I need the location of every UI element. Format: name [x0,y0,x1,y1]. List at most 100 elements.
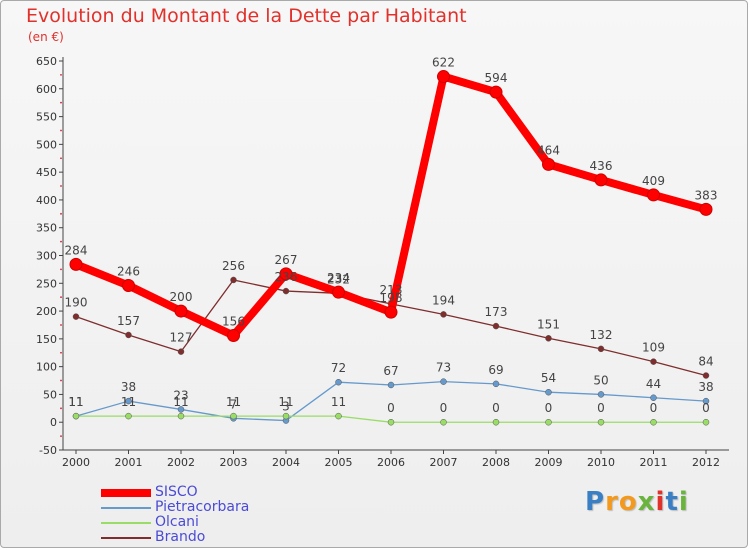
data-label-brando: 236 [275,270,298,284]
y-tick-label: 250 [36,277,57,290]
data-point-brando [440,311,447,318]
logo-letter: x [637,487,656,517]
data-point-olcani [545,418,552,426]
y-minor-tick [60,324,62,326]
y-minor-tick [60,296,62,299]
chart-unit-label: (en €) [28,30,64,44]
data-point-pietracorbara [492,380,500,388]
data-point-olcani [125,412,132,420]
x-tick-label: 2009 [535,456,563,469]
data-label-brando: 132 [590,328,613,342]
data-point-olcani [72,412,80,420]
data-point-olcani [597,418,605,426]
data-label-olcani: 0 [387,401,395,415]
y-minor-tick [60,240,62,243]
data-label-brando: 213 [380,283,403,297]
data-point-brando [177,348,185,355]
data-point-sisco [647,188,660,202]
data-label-olcani: 0 [545,401,553,415]
data-point-sisco [174,304,188,318]
logo-letter: i [678,487,689,517]
data-point-olcani [492,418,500,426]
data-point-sisco [437,70,450,84]
data-point-sisco [332,285,345,299]
data-point-olcani [702,418,710,426]
data-label-sisco: 594 [485,71,508,85]
data-point-pietracorbara [387,381,395,389]
data-point-brando [282,287,290,295]
logo-letter: P [585,487,606,517]
y-minor-tick [60,73,62,76]
x-tick-label: 2002 [167,456,195,469]
data-label-olcani: 0 [597,401,605,415]
legend-item-pietracorbara: Pietracorbara [101,499,361,515]
data-label-sisco: 198 [380,291,403,305]
data-point-brando [545,335,552,342]
data-point-sisco [594,173,608,187]
data-point-olcani [282,412,290,420]
data-label-pietracorbara: 23 [173,388,188,402]
y-minor-tick [60,212,62,215]
data-label-pietracorbara: 44 [646,377,661,391]
x-tick-label: 2000 [62,456,90,469]
data-point-brando [597,345,605,353]
legend-item-brando: Brando [101,529,361,545]
data-label-sisco: 234 [327,271,350,285]
data-point-sisco [489,85,503,99]
data-label-sisco: 156 [222,315,245,329]
legend-label: Olcani [155,514,199,530]
data-label-pietracorbara: 50 [593,373,608,387]
legend-swatch [101,507,151,509]
y-tick-label: -50 [39,444,57,457]
data-point-pietracorbara [545,388,552,396]
data-point-pietracorbara [597,391,605,398]
data-point-brando [492,322,500,330]
logo-letter: r [605,487,619,517]
data-label-olcani: 0 [492,401,500,415]
data-label-brando: 157 [117,314,140,328]
y-tick-label: 200 [36,305,57,318]
data-label-sisco: 622 [432,56,455,70]
data-label-olcani: 11 [68,395,83,409]
x-tick-label: 2007 [430,456,458,469]
y-tick-label: 650 [36,55,57,68]
data-label-brando: 151 [537,317,560,331]
data-point-brando [702,372,710,379]
data-point-pietracorbara [335,378,342,386]
data-label-pietracorbara: 11 [68,395,83,409]
data-point-brando [230,276,237,284]
logo-letter: i [655,487,666,517]
data-label-olcani: 11 [278,395,293,409]
data-label-brando: 109 [642,341,665,355]
y-minor-tick [60,407,62,410]
data-point-olcani [440,418,447,426]
data-point-olcani [177,412,185,420]
x-tick-label: 2011 [640,456,668,469]
x-tick-label: 2004 [272,456,300,469]
y-tick-label: 550 [36,111,57,124]
x-tick-label: 2005 [325,456,353,469]
data-point-brando [125,331,132,339]
data-label-brando: 173 [485,305,508,319]
data-label-olcani: 11 [331,395,346,409]
data-point-pietracorbara [702,397,710,405]
legend-swatch [101,537,151,539]
legend-label: Pietracorbara [155,499,250,515]
data-point-sisco [384,305,398,319]
data-point-pietracorbara [177,406,185,413]
data-point-sisco [699,202,713,216]
data-label-olcani: 0 [702,401,710,415]
data-label-olcani: 11 [173,395,188,409]
data-label-pietracorbara: 38 [121,380,136,394]
data-label-sisco: 200 [170,290,193,304]
y-minor-tick [60,268,62,271]
data-label-sisco: 436 [590,159,613,173]
data-label-pietracorbara: 7 [230,397,238,411]
data-label-pietracorbara: 3 [282,400,290,414]
data-label-pietracorbara: 69 [488,363,503,377]
data-label-pietracorbara: 73 [436,361,451,375]
logo-letter: t [665,487,679,517]
legend-item-olcani: Olcani [101,514,361,530]
data-label-sisco: 267 [275,253,298,267]
